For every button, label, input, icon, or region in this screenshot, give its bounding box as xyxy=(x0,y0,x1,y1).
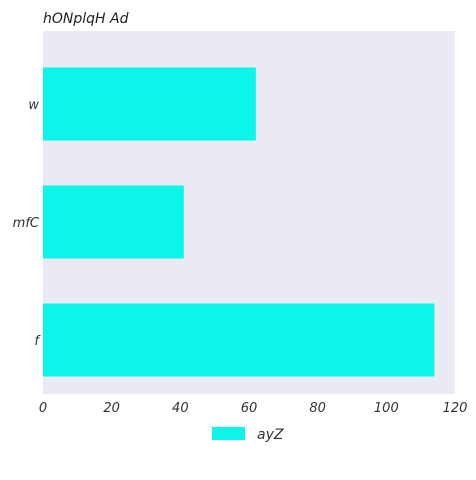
bar-mfC xyxy=(43,185,184,259)
x-tick-label-0: 0 xyxy=(39,401,47,416)
bars xyxy=(43,67,435,377)
x-tick-label-120: 120 xyxy=(443,401,468,416)
x-tick-label-20: 20 xyxy=(103,401,120,416)
legend-label-ayZ: ayZ xyxy=(257,427,284,443)
y-tick-label-mfC: mfC xyxy=(13,216,40,231)
y-axis-tick-labels: w mfC f xyxy=(13,98,42,349)
bar-f xyxy=(43,303,435,377)
x-axis-tick-labels: 0 20 40 60 80 100 120 xyxy=(39,401,468,416)
chart-title: hONplqH Ad xyxy=(43,11,129,27)
y-tick-label-w: w xyxy=(28,98,39,113)
legend-swatch-ayZ xyxy=(212,427,245,440)
x-tick-label-100: 100 xyxy=(374,401,399,416)
bar-w xyxy=(43,67,256,141)
x-tick-label-60: 60 xyxy=(241,401,258,416)
legend: ayZ xyxy=(212,427,284,443)
y-tick-label-f: f xyxy=(34,334,41,349)
x-tick-label-40: 40 xyxy=(172,401,189,416)
x-tick-label-80: 80 xyxy=(309,401,326,416)
